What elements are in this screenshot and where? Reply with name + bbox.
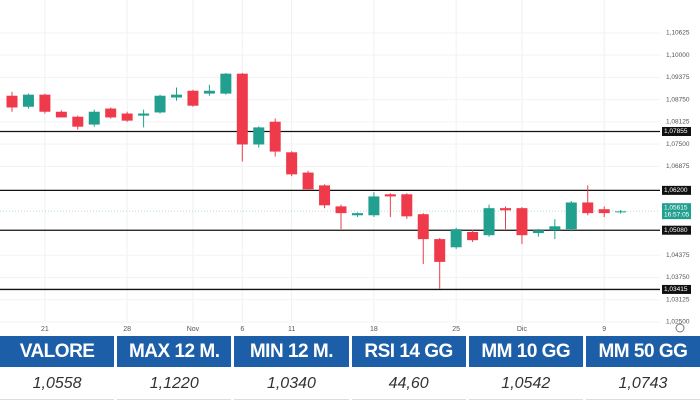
candle-body [319,185,331,206]
level-label: 1,03415 [664,286,688,293]
candle-body [351,213,363,216]
x-tick-label: 28 [123,326,131,333]
value-cell: 1,0340 [234,369,349,400]
header-cell: RSI 14 GG [351,336,466,367]
candle-body [401,194,413,217]
value-cell: 1,0558 [0,369,115,400]
candle-body [22,94,34,107]
header-cell: MIN 12 M. [234,336,349,367]
candle-body [384,194,396,197]
candle-body [6,95,18,108]
candle-body [565,202,577,230]
settings-icon[interactable] [675,323,685,333]
candle-body [187,90,199,106]
candle-body [483,208,495,236]
last-price-bg [662,203,691,220]
candle-body [450,229,462,248]
level-label: 1,07855 [664,128,688,135]
candle-body [598,209,610,214]
candle-body [417,214,429,240]
candle-body [467,231,479,241]
candle-body [88,111,100,125]
candle-body [335,206,347,214]
candle-body [368,196,380,216]
candle-body [615,211,627,213]
candle-body [121,113,133,121]
x-tick-label: Dic [517,326,528,333]
last-price-time: 16:57:05 [664,211,690,218]
candle-body [516,208,528,236]
header-row: VALORE MAX 12 M. MIN 12 M. RSI 14 GG MM 10 G… [0,336,700,367]
level-label: 1,05080 [664,227,688,234]
level-label-bg [662,284,691,294]
y-tick-label: 1,09375 [666,74,690,81]
level-label-bg [662,225,691,235]
candle-body [55,111,67,118]
candle-body [269,121,281,152]
candle-body [171,94,182,98]
x-tick-label: 21 [41,326,49,333]
candle-body [434,239,446,262]
stats-table: VALORE MAX 12 M. MIN 12 M. RSI 14 GG MM 10 G… [0,336,700,400]
candle-body [286,152,298,175]
y-tick-label: 1,02500 [666,319,690,326]
value-cell: 1,1220 [117,369,232,400]
candle-body [72,116,84,127]
level-label: 1,06200 [664,187,688,194]
level-label-bg [662,126,691,136]
level-label-bg [662,185,691,195]
y-tick-label: 1,10625 [666,30,690,37]
y-tick-label: 1,07500 [666,141,690,148]
candle-body [154,95,166,113]
candle-body [253,127,265,145]
header-cell: MM 50 GG [585,336,700,367]
header-cell: VALORE [0,336,115,367]
candle-body [220,73,232,94]
y-tick-label: 1,06875 [666,163,690,170]
last-price-label: 1,05615 [664,204,688,211]
chart: 21 28 Nov 6 11 18 25 Dic 9 1,10625 1,10000 1,09375 1… [0,0,691,333]
header-cell: MAX 12 M. [117,336,232,367]
x-tick-label: Nov [187,326,200,333]
candle-body [138,113,150,116]
candle-body [39,94,51,112]
value-cell: 1,0542 [468,369,583,400]
candle-body [549,226,561,231]
candle-body [582,202,594,214]
candle-body [302,172,314,190]
x-tick-label: 6 [240,326,244,333]
y-tick-label: 1,04375 [666,252,690,259]
value-row: 1,0558 1,1220 1,0340 44,60 1,0542 1,0743 [0,369,700,400]
y-tick-label: 1,03125 [666,296,690,303]
candle-body [500,208,511,211]
y-tick-label: 1,10000 [666,52,690,59]
candle-body [203,90,215,94]
candle-body [236,73,248,145]
x-tick-label: 11 [288,326,295,333]
value-cell: 1,0743 [585,369,700,400]
x-tick-label: 25 [452,326,460,333]
y-tick-label: 1,03750 [666,274,690,281]
y-tick-label: 1,08750 [666,96,690,103]
candle-body [532,230,544,234]
x-tick-label: 9 [602,326,606,333]
header-cell: MM 10 GG [468,336,583,367]
x-tick-label: 18 [370,326,378,333]
candle-body [105,108,117,118]
y-tick-label: 1,08125 [666,119,690,126]
value-cell: 44,60 [351,369,466,400]
